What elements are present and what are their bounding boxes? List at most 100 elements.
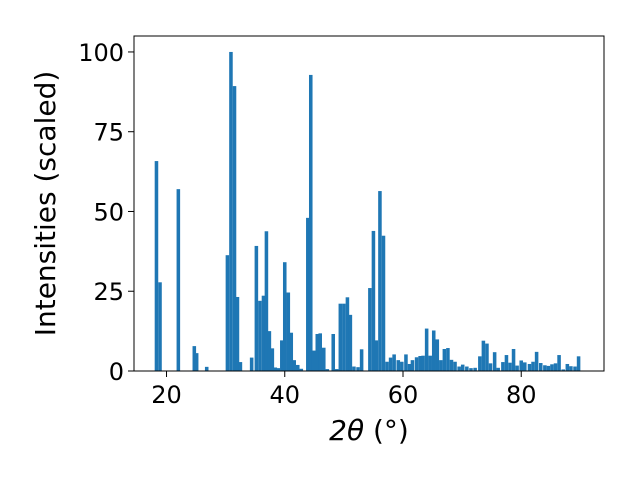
x-tick-label: 40 — [269, 381, 300, 409]
y-tick-label: 75 — [93, 119, 124, 147]
bar — [501, 362, 505, 371]
x-tick-label: 60 — [388, 381, 419, 409]
bar — [496, 367, 500, 371]
bar — [446, 348, 450, 371]
bar — [569, 366, 573, 371]
x-axis-label-main: 2θ — [329, 414, 364, 447]
x-tick-label: 20 — [151, 381, 182, 409]
bar — [289, 332, 294, 371]
bar — [576, 356, 581, 371]
bar — [295, 364, 300, 371]
bar — [194, 353, 199, 371]
axes-group: 20 40 60 80 0 25 50 75 100 — [78, 39, 536, 409]
bar — [546, 365, 551, 371]
bar — [299, 368, 304, 371]
bar — [176, 189, 181, 371]
bar — [192, 346, 197, 371]
bar — [531, 361, 535, 371]
bar — [264, 231, 269, 371]
bar — [225, 255, 230, 371]
bar — [407, 363, 412, 371]
bars-group — [154, 51, 581, 372]
bar — [338, 303, 343, 371]
bar — [348, 314, 353, 371]
bar — [453, 361, 457, 371]
bar — [204, 366, 209, 371]
bar — [308, 74, 313, 372]
bar — [481, 340, 486, 371]
bar — [478, 356, 482, 371]
bar — [229, 51, 233, 371]
bar — [270, 348, 275, 371]
bar — [424, 328, 429, 371]
bar — [374, 340, 379, 371]
bar — [331, 333, 336, 371]
bar — [435, 339, 440, 371]
bar — [523, 362, 527, 371]
bar — [371, 230, 376, 371]
bar — [485, 343, 489, 371]
bar — [465, 366, 469, 371]
bar — [431, 330, 436, 371]
bar — [400, 361, 404, 371]
bar — [267, 331, 272, 371]
bar — [315, 333, 320, 371]
y-tick-label: 0 — [109, 358, 124, 386]
bar — [449, 359, 454, 371]
bar — [553, 363, 558, 371]
bar — [492, 352, 497, 371]
bar — [235, 296, 240, 371]
y-tick-label: 50 — [93, 198, 124, 226]
bar — [311, 350, 316, 371]
bar — [404, 354, 408, 371]
bar — [378, 191, 382, 371]
bar — [428, 355, 432, 371]
bar — [258, 300, 262, 371]
x-axis-label-unit: (°) — [364, 414, 409, 447]
x-axis-label: 2θ (°) — [329, 414, 409, 447]
plot-frame — [133, 35, 605, 372]
bar — [385, 361, 389, 371]
bar — [508, 362, 512, 371]
bar — [335, 369, 339, 371]
bar — [368, 288, 372, 371]
bar — [439, 360, 443, 371]
bar — [519, 360, 524, 371]
bar — [238, 362, 243, 371]
bar — [232, 86, 237, 371]
bar — [158, 282, 162, 371]
bar — [410, 360, 415, 371]
bar — [381, 235, 386, 371]
bar — [565, 363, 570, 371]
y-tick-label: 25 — [93, 278, 124, 306]
bar — [442, 348, 447, 371]
y-tick-label: 100 — [78, 39, 124, 67]
bar — [276, 368, 281, 371]
bar — [261, 295, 266, 371]
bar — [421, 355, 425, 371]
bar — [325, 369, 330, 371]
bar — [527, 363, 532, 371]
bar — [254, 245, 259, 371]
bar — [342, 303, 346, 371]
bar — [286, 292, 291, 371]
bar — [504, 355, 509, 371]
bar — [392, 354, 396, 371]
bar — [388, 357, 393, 371]
bar — [322, 347, 326, 371]
bar — [292, 360, 296, 371]
bar — [511, 348, 516, 371]
bar — [318, 333, 322, 371]
bar — [538, 363, 543, 371]
bar — [460, 364, 465, 371]
bar — [469, 368, 473, 371]
bar — [249, 357, 254, 371]
bar — [457, 366, 461, 371]
bar — [414, 357, 419, 371]
bar — [282, 262, 287, 371]
bar — [154, 161, 159, 371]
bar — [573, 366, 577, 371]
bar — [488, 363, 493, 371]
